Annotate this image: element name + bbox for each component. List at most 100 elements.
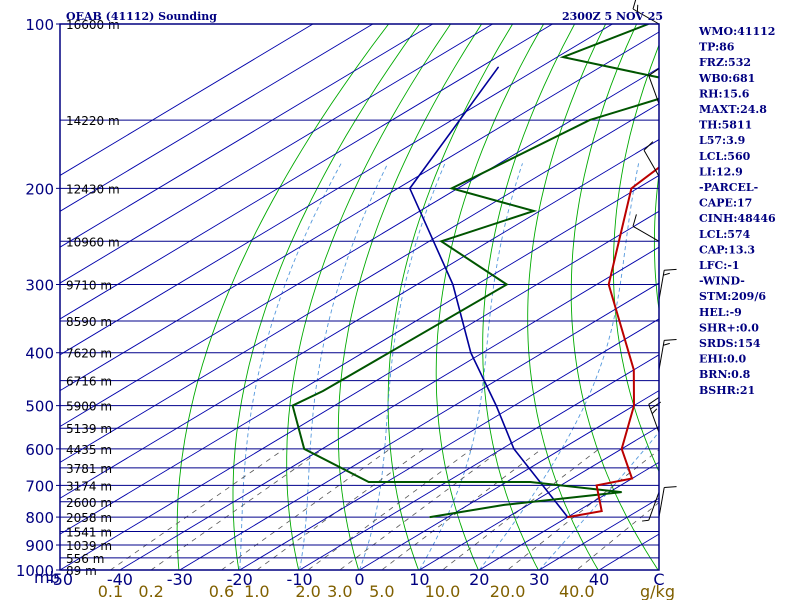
mixing-ratio-line [441,448,600,570]
isotherm [60,210,659,570]
pressure-unit-label: mb [34,568,60,587]
stat-line: LI:12.9 [699,165,743,178]
isotherm [60,24,493,284]
wind-barb-flag [664,338,677,341]
temperature-point [607,283,610,286]
stats-panel: WMO:41112 TP:86 FRZ:532 WB0:681 RH:15.6 MAXT:… [698,25,776,397]
mixing-ratio-tick-label: 0.1 [98,582,123,600]
dry-adiabat [527,24,607,570]
dewpoint-point [506,283,508,286]
mixing-ratio-tick-label: 0.2 [138,582,163,600]
dewpoint-point [451,187,453,190]
pressure-tick-label: 1000 [16,562,54,580]
height-label: 5139 m [66,422,112,436]
height-label: 6716 m [66,375,112,389]
wind-barb-flag [648,68,660,77]
stat-line: FRZ:532 [699,56,751,69]
parcel-point [495,405,497,407]
temperature-tick-label: 10 [409,570,429,589]
pressure-tick-label: 200 [25,180,54,198]
height-label: 2058 m [66,511,112,525]
mixing-ratio-tick-label: 20.0 [490,582,526,600]
pressure-tick-label: 600 [25,441,54,459]
wind-barb [658,487,665,518]
isotherm [60,139,659,499]
temperature-tick-label: -30 [167,570,193,589]
dry-adiabats [176,24,659,570]
temperature-tick-label: C [653,570,664,589]
dry-adiabat [286,24,451,570]
isotherm [60,103,659,463]
pressure-tick-label: 300 [25,277,54,295]
dry-adiabat [612,43,659,473]
wind-barb [648,404,660,433]
dry-adiabat [653,170,659,313]
mixing-ratio-unit-label: g/kg [640,582,675,600]
stat-line: CAP:13.3 [699,243,755,256]
wind-barb-flag [642,519,649,522]
stat-line: -PARCEL- [699,181,758,194]
height-label: 4435 m [66,443,112,457]
temperature-point [566,516,569,518]
mixing-ratio-tick-label: 10.0 [425,582,461,600]
stat-line: SHR+:0.0 [699,321,759,334]
isotherm [60,24,314,176]
stat-line: LFC:-1 [699,259,740,272]
height-label: 1039 m [66,539,112,553]
temperature-point [595,484,598,487]
stat-line: SRDS:154 [699,337,761,350]
stat-line: CINH:48446 [699,212,776,225]
mixing-ratio-tick-label: 3.0 [327,582,352,600]
temperature-point [633,369,635,371]
temperature-tick-label: -40 [107,570,133,589]
dewpoint-point [562,56,564,58]
mixing-ratio-line [150,448,324,570]
height-label: 8590 m [66,315,112,329]
wind-barb-flag [664,486,677,489]
isotherm [119,246,659,570]
mixing-ratio-line [381,448,543,570]
temperature-tick-label: 0 [354,570,364,589]
height-label: 10960 m [66,235,120,249]
parcel-point [470,352,472,354]
stat-line: TP:86 [699,41,735,54]
height-label: 16600 m [66,18,120,32]
parcel-trace [408,66,569,518]
mixing-ratio-tick-label: 2.0 [295,582,320,600]
parcel-point [409,187,411,189]
stat-line: WB0:681 [698,72,755,85]
height-label: 3174 m [66,479,112,493]
dewpoint-point [303,448,305,450]
isotherm [419,426,659,570]
dry-adiabat [435,24,544,570]
dry-adiabat [232,24,420,570]
temperature-point [620,448,623,450]
dry-adiabat [570,24,659,570]
stat-line: BSHR:21 [699,384,755,397]
height-label: 7620 m [66,347,112,361]
dewpoint-point [367,481,370,483]
wind-barb-flag [632,214,637,227]
height-label: 9710 m [66,279,112,293]
temperature-trace [566,166,659,519]
stat-line: L57:3.9 [699,134,745,147]
mixing-ratio-tick-label: 40.0 [559,582,595,600]
stat-line: CAPE:17 [699,197,752,210]
stat-line: LCL:574 [699,228,751,241]
stat-line: EHI:0.0 [699,353,746,366]
height-label: 3781 m [66,462,112,476]
isotherm [60,24,374,212]
temperature-tick-label: -50 [47,570,73,589]
stat-line: RH:15.6 [699,87,750,100]
height-labels: 16600 m 14220 m 12430 m 10960 m 9710 m 8590 m… [66,18,120,578]
dewpoint-point [529,481,532,483]
plot-background [60,24,659,570]
dewpoint-line [291,24,659,519]
wind-barb [648,75,660,104]
isotherm [60,24,613,356]
dewpoint-point [440,240,442,242]
mixing-ratio-tick-label: 5.0 [369,582,394,600]
height-label: 1541 m [66,525,112,539]
mixing-ratio-tick-label: 0.6 [209,582,234,600]
temperature-tick-label: 40 [589,570,609,589]
